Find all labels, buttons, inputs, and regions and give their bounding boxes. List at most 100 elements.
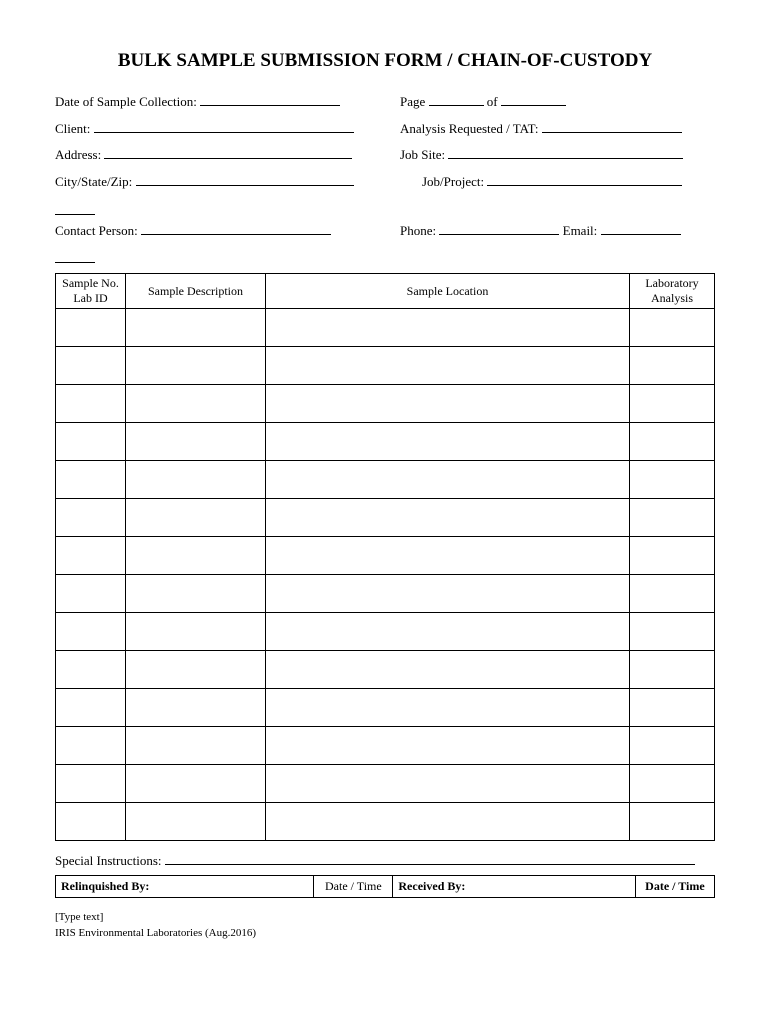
- table-cell[interactable]: [126, 499, 266, 537]
- col-lab-header: Laboratory Analysis: [630, 274, 715, 309]
- table-cell[interactable]: [126, 461, 266, 499]
- table-cell[interactable]: [266, 689, 630, 727]
- address-label: Address:: [55, 147, 101, 162]
- table-cell[interactable]: [56, 765, 126, 803]
- csz-label: City/State/Zip:: [55, 174, 132, 189]
- table-cell[interactable]: [630, 765, 715, 803]
- col-desc-header: Sample Description: [126, 274, 266, 309]
- table-cell[interactable]: [56, 575, 126, 613]
- received-cell[interactable]: Received By:: [393, 876, 636, 898]
- special-instructions-row: Special Instructions:: [55, 851, 715, 869]
- table-row: [56, 727, 715, 765]
- table-cell[interactable]: [630, 309, 715, 347]
- table-cell[interactable]: [56, 727, 126, 765]
- table-cell[interactable]: [126, 765, 266, 803]
- table-cell[interactable]: [630, 613, 715, 651]
- table-row: [56, 499, 715, 537]
- table-cell[interactable]: [630, 347, 715, 385]
- table-cell[interactable]: [56, 613, 126, 651]
- table-cell[interactable]: [56, 499, 126, 537]
- table-cell[interactable]: [266, 575, 630, 613]
- table-cell[interactable]: [56, 689, 126, 727]
- table-cell[interactable]: [266, 613, 630, 651]
- analysis-input[interactable]: [542, 119, 682, 133]
- date-label: Date of Sample Collection:: [55, 94, 197, 109]
- csz-input[interactable]: [136, 172, 354, 186]
- table-cell[interactable]: [126, 537, 266, 575]
- stray-line-2: [55, 249, 95, 263]
- table-cell[interactable]: [56, 803, 126, 841]
- page-of-input[interactable]: [501, 92, 566, 106]
- table-cell[interactable]: [266, 385, 630, 423]
- table-row: [56, 575, 715, 613]
- phone-input[interactable]: [439, 221, 559, 235]
- table-cell[interactable]: [126, 613, 266, 651]
- table-cell[interactable]: [266, 537, 630, 575]
- table-cell[interactable]: [56, 423, 126, 461]
- col-loc-header: Sample Location: [266, 274, 630, 309]
- table-cell[interactable]: [126, 347, 266, 385]
- table-cell[interactable]: [56, 461, 126, 499]
- table-cell[interactable]: [126, 689, 266, 727]
- header-fields: Date of Sample Collection: Page of Clien…: [55, 90, 715, 263]
- table-row: [56, 803, 715, 841]
- table-cell[interactable]: [126, 423, 266, 461]
- date-input[interactable]: [200, 92, 340, 106]
- table-row: [56, 385, 715, 423]
- table-cell[interactable]: [630, 537, 715, 575]
- sample-table: Sample No. Lab ID Sample Description Sam…: [55, 273, 715, 841]
- page-input[interactable]: [429, 92, 484, 106]
- table-cell[interactable]: [630, 385, 715, 423]
- table-cell[interactable]: [56, 651, 126, 689]
- email-input[interactable]: [601, 221, 681, 235]
- client-input[interactable]: [94, 119, 354, 133]
- table-cell[interactable]: [126, 575, 266, 613]
- jobsite-input[interactable]: [448, 145, 683, 159]
- table-cell[interactable]: [266, 461, 630, 499]
- table-cell[interactable]: [630, 727, 715, 765]
- jobsite-label: Job Site:: [400, 147, 445, 162]
- contact-input[interactable]: [141, 221, 331, 235]
- table-cell[interactable]: [630, 689, 715, 727]
- table-cell[interactable]: [266, 309, 630, 347]
- table-cell[interactable]: [56, 309, 126, 347]
- table-cell[interactable]: [56, 347, 126, 385]
- table-cell[interactable]: [266, 423, 630, 461]
- jobproject-input[interactable]: [487, 172, 682, 186]
- client-label: Client:: [55, 121, 90, 136]
- table-cell[interactable]: [630, 651, 715, 689]
- table-cell[interactable]: [266, 727, 630, 765]
- table-cell[interactable]: [630, 499, 715, 537]
- signature-table: Relinquished By: Date / Time Received By…: [55, 875, 715, 898]
- table-cell[interactable]: [266, 651, 630, 689]
- phone-label: Phone:: [400, 223, 436, 238]
- table-cell[interactable]: [266, 765, 630, 803]
- footer-line-2: IRIS Environmental Laboratories (Aug.201…: [55, 926, 715, 941]
- table-cell[interactable]: [126, 385, 266, 423]
- address-input[interactable]: [104, 145, 352, 159]
- relinquished-cell[interactable]: Relinquished By:: [56, 876, 314, 898]
- table-cell[interactable]: [630, 803, 715, 841]
- table-cell[interactable]: [630, 423, 715, 461]
- datetime-cell-2[interactable]: Date / Time: [635, 876, 714, 898]
- table-cell[interactable]: [56, 385, 126, 423]
- page-label: Page: [400, 94, 425, 109]
- footer: [Type text] IRIS Environmental Laborator…: [55, 910, 715, 941]
- footer-line-1: [Type text]: [55, 910, 715, 925]
- table-row: [56, 423, 715, 461]
- table-cell[interactable]: [56, 537, 126, 575]
- special-input[interactable]: [165, 851, 695, 865]
- table-cell[interactable]: [266, 499, 630, 537]
- table-cell[interactable]: [630, 461, 715, 499]
- table-cell[interactable]: [126, 651, 266, 689]
- table-cell[interactable]: [630, 575, 715, 613]
- table-cell[interactable]: [266, 803, 630, 841]
- table-cell[interactable]: [126, 803, 266, 841]
- contact-label: Contact Person:: [55, 223, 138, 238]
- table-cell[interactable]: [266, 347, 630, 385]
- table-cell[interactable]: [126, 309, 266, 347]
- table-body: [56, 309, 715, 841]
- table-row: [56, 347, 715, 385]
- table-cell[interactable]: [126, 727, 266, 765]
- datetime-cell-1[interactable]: Date / Time: [314, 876, 393, 898]
